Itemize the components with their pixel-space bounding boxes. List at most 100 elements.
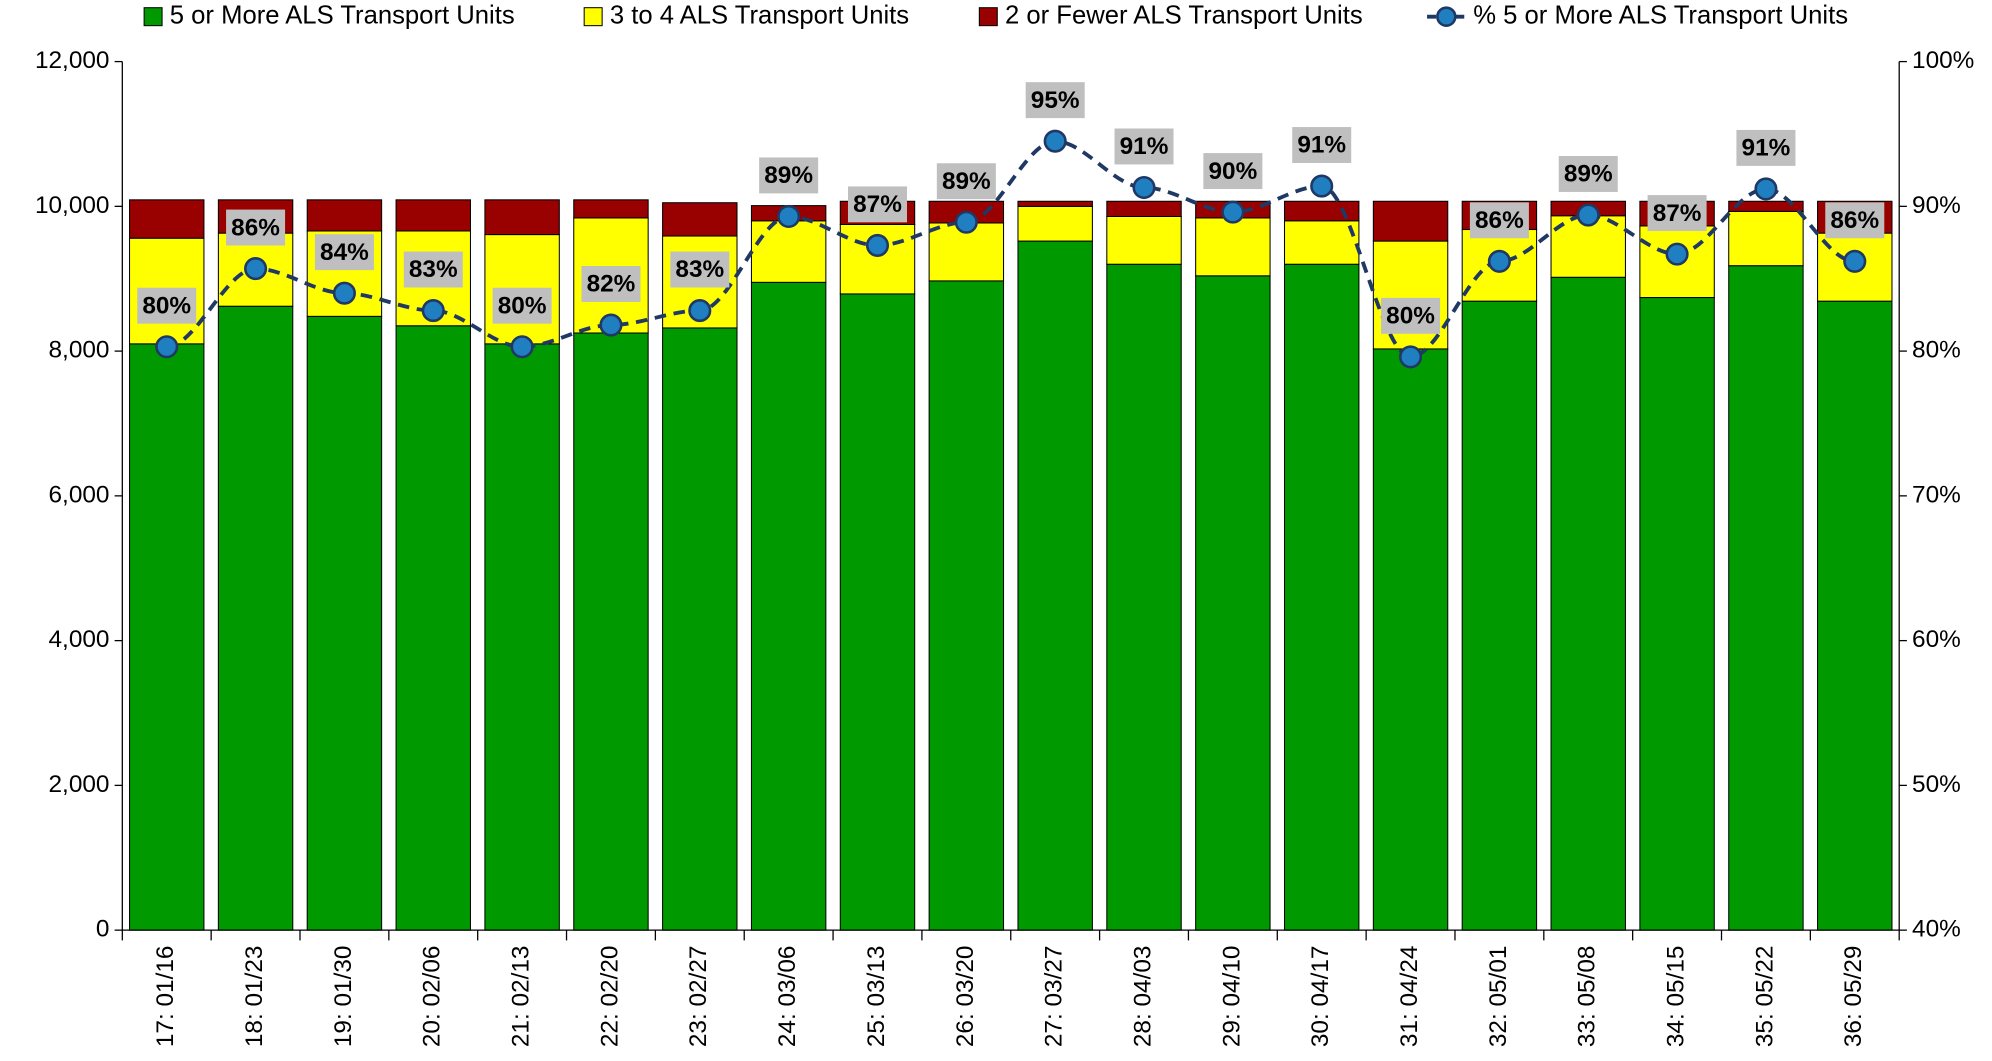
y2-tick-label: 90%	[1912, 192, 1961, 219]
y-tick-label: 0	[96, 916, 110, 943]
line-marker	[421, 299, 445, 323]
line-marker	[1665, 242, 1689, 266]
value-label-box	[314, 234, 374, 271]
line-marker	[954, 210, 978, 234]
y2-tick-label: 50%	[1912, 771, 1961, 798]
value-label-box	[670, 251, 730, 288]
legend-label: 5 or More ALS Transport Units	[170, 1, 515, 29]
y-tick-label: 4,000	[49, 626, 110, 653]
value-label-box	[1114, 128, 1174, 165]
y-tick-label: 2,000	[49, 771, 110, 798]
y-tick-label: 8,000	[49, 337, 110, 364]
legend-marker	[1436, 6, 1457, 27]
x-tick-label: 17: 01/16	[152, 946, 179, 1048]
bar-segment	[1017, 205, 1093, 242]
x-tick-label: 34: 05/15	[1663, 946, 1690, 1048]
bar-segment	[395, 199, 471, 232]
x-tick-label: 26: 03/20	[952, 946, 979, 1048]
value-label-box	[936, 163, 996, 200]
bar-segment	[1728, 210, 1804, 267]
bar-segment	[129, 343, 205, 931]
x-tick-label: 36: 05/29	[1840, 946, 1867, 1048]
bar-segment	[1372, 200, 1449, 242]
value-label-box	[1736, 129, 1796, 166]
value-label: 89%	[764, 162, 813, 189]
value-label-box	[847, 186, 907, 223]
x-tick-label: 22: 02/20	[596, 946, 623, 1048]
x-tick-label: 20: 02/06	[419, 946, 446, 1048]
value-label: 90%	[1208, 158, 1257, 185]
value-label: 80%	[142, 292, 191, 319]
x-tick-label: 32: 05/01	[1485, 946, 1512, 1048]
line-marker	[1043, 129, 1067, 153]
bar-segment	[1106, 263, 1182, 931]
y-tick-label: 6,000	[49, 481, 110, 508]
line-marker	[155, 335, 179, 359]
value-label-box	[1203, 153, 1263, 190]
value-label: 83%	[409, 256, 458, 283]
y-tick-label: 12,000	[35, 47, 110, 74]
bar-segment	[1461, 300, 1538, 931]
line-marker	[244, 257, 268, 281]
bar-segment	[1106, 215, 1182, 265]
value-label-box	[1381, 297, 1441, 334]
line-marker	[1221, 200, 1245, 224]
value-label-box	[226, 209, 286, 246]
x-tick-label: 21: 02/13	[508, 946, 535, 1048]
bar-segment	[306, 315, 383, 931]
line-marker	[1843, 249, 1867, 273]
legend-swatch	[143, 7, 163, 27]
x-tick-label: 29: 04/10	[1218, 946, 1245, 1048]
bar-segment	[1817, 300, 1893, 931]
value-label-box	[403, 251, 463, 288]
line-marker	[1310, 174, 1334, 198]
x-tick-label: 28: 04/03	[1129, 946, 1156, 1048]
bar-segment	[1017, 240, 1093, 931]
value-label: 87%	[1653, 200, 1702, 227]
line-marker	[1487, 249, 1511, 273]
x-tick-label: 18: 01/23	[241, 946, 268, 1048]
line-marker	[510, 335, 534, 359]
value-label: 89%	[1564, 161, 1613, 188]
y2-tick-label: 40%	[1912, 916, 1961, 943]
bar-segment	[129, 199, 205, 239]
value-label: 87%	[853, 191, 902, 218]
bar-segment	[217, 305, 294, 931]
bar-segment	[1195, 217, 1271, 277]
line-marker	[332, 281, 356, 305]
line-marker	[599, 313, 623, 337]
line-marker	[688, 299, 712, 323]
value-label: 91%	[1742, 135, 1791, 162]
value-label-box	[492, 287, 552, 324]
line-marker	[1576, 203, 1600, 227]
x-tick-label: 35: 05/22	[1751, 946, 1778, 1048]
bar-segment	[750, 281, 827, 931]
legend-label: % 5 or More ALS Transport Units	[1473, 1, 1848, 29]
x-tick-label: 33: 05/08	[1574, 946, 1601, 1048]
value-label: 82%	[587, 271, 636, 298]
value-label-box	[1469, 202, 1529, 239]
value-label-box	[1825, 202, 1885, 239]
bar-segment	[484, 343, 560, 931]
bar-segment	[928, 280, 1005, 931]
value-label-box	[759, 157, 819, 194]
x-tick-label: 23: 02/27	[685, 946, 712, 1048]
y2-tick-label: 100%	[1912, 47, 1974, 74]
x-tick-label: 19: 01/30	[330, 946, 357, 1048]
x-tick-label: 27: 03/27	[1041, 946, 1068, 1048]
line-marker	[1132, 175, 1156, 200]
bar-segment	[1728, 200, 1804, 212]
bar-segment	[1728, 265, 1804, 931]
bar-segment	[1550, 276, 1626, 931]
bar-segment	[1372, 348, 1449, 931]
line	[166, 139, 1856, 359]
value-label: 86%	[1830, 207, 1879, 234]
bar-segment	[750, 220, 827, 283]
line-marker	[865, 233, 890, 257]
value-label: 86%	[1475, 207, 1524, 234]
value-label: 83%	[675, 256, 724, 283]
bar-segment	[573, 332, 649, 931]
value-label: 95%	[1031, 87, 1080, 114]
legend-swatch	[978, 7, 998, 27]
bar-segment	[662, 202, 738, 237]
